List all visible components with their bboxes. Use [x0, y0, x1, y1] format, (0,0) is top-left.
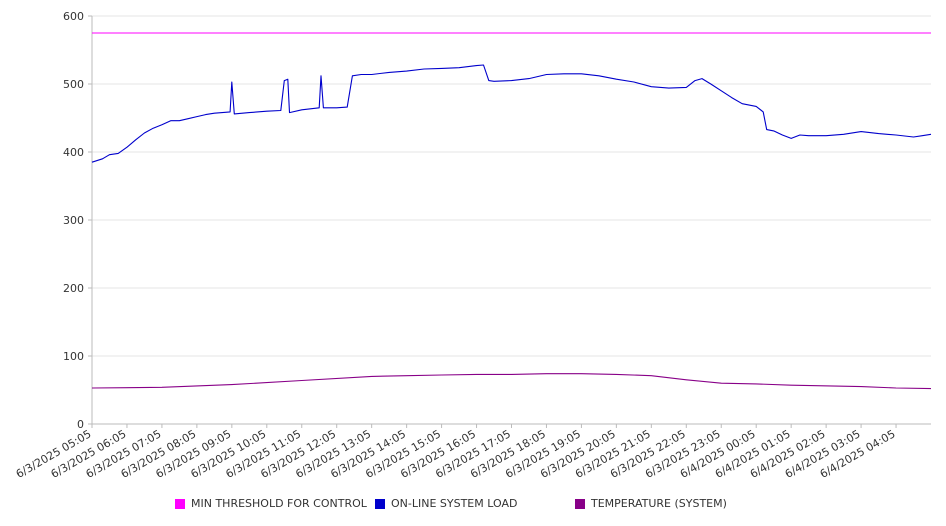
y-axis: 0 100 200 300 400 500 600 — [63, 10, 93, 431]
y-tick-label: 400 — [63, 146, 84, 159]
y-tick-label: 0 — [77, 418, 84, 431]
legend-label-threshold: MIN THRESHOLD FOR CONTROL — [191, 497, 367, 510]
y-tick-label: 300 — [63, 214, 84, 227]
y-tick-label: 100 — [63, 350, 84, 363]
y-tick-label: 500 — [63, 78, 84, 91]
y-tick-label: 200 — [63, 282, 84, 295]
gridlines — [92, 15, 931, 425]
series-layer — [91, 32, 932, 390]
legend-item-temperature: TEMPERATURE (SYSTEM) — [575, 497, 727, 510]
series-line-temperature — [91, 373, 932, 390]
legend-item-load: ON-LINE SYSTEM LOAD — [375, 497, 517, 510]
legend-label-load: ON-LINE SYSTEM LOAD — [391, 497, 518, 510]
legend: MIN THRESHOLD FOR CONTROL ON-LINE SYSTEM… — [0, 497, 946, 515]
x-axis: 6/3/2025 05:056/3/2025 06:056/3/2025 07:… — [14, 423, 931, 481]
legend-item-threshold: MIN THRESHOLD FOR CONTROL — [175, 497, 367, 510]
legend-swatch-threshold — [175, 498, 185, 509]
legend-swatch-load — [375, 498, 385, 509]
legend-swatch-temperature — [575, 498, 585, 509]
series-line-load — [91, 64, 932, 163]
y-tick-label: 600 — [63, 10, 84, 23]
legend-label-temperature: TEMPERATURE (SYSTEM) — [591, 497, 727, 510]
